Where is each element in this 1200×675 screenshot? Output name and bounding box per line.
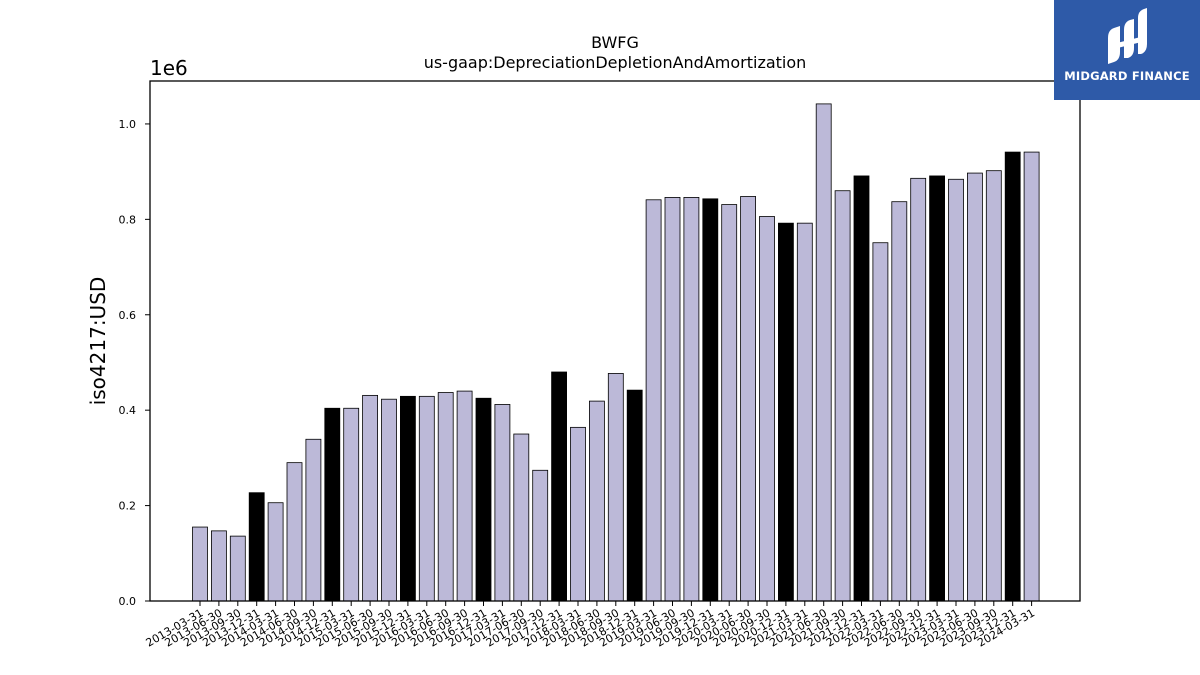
bar-2019-09-30 <box>683 197 700 602</box>
bar-2013-03-31 <box>192 526 208 602</box>
bar-2015-03-31 <box>343 407 360 602</box>
bar-2024-03-31 <box>1023 151 1040 602</box>
bar-2020-03-31 <box>721 204 738 602</box>
bar-2013-12-31 <box>248 492 265 602</box>
bar-2021-03-31 <box>796 222 813 602</box>
bar-2017-06-30 <box>513 433 530 602</box>
bar-2014-03-31 <box>267 502 284 602</box>
bar-2018-12-31 <box>626 389 643 602</box>
bar-2016-09-30 <box>456 390 473 602</box>
bar-2018-09-30 <box>607 373 624 602</box>
bar-2015-09-30 <box>381 398 397 602</box>
y-ticks-group: 0.0 0.2 0.4 0.6 0.8 1.0 <box>119 118 150 608</box>
bars-group <box>192 103 1040 602</box>
bar-2013-09-30 <box>229 535 246 602</box>
bar-2017-09-30 <box>532 469 549 602</box>
chart-subtitle: us-gaap:DepreciationDepletionAndAmortiza… <box>424 53 807 72</box>
plot-frame <box>149 80 1081 602</box>
bar-2023-03-31 <box>948 178 964 602</box>
logo-text: MIDGARD FINANCE <box>1064 69 1190 83</box>
bar-2018-06-30 <box>589 400 605 602</box>
bar-2017-03-31 <box>494 404 511 602</box>
midgard-logo-icon <box>1108 8 1147 64</box>
bar-2020-12-31 <box>778 222 794 602</box>
bar-2022-12-31 <box>929 175 945 602</box>
bar-2019-03-31 <box>645 199 662 602</box>
y-tick-label: 0.8 <box>119 213 137 226</box>
bar-2021-06-30 <box>815 103 832 602</box>
bar-2023-09-30 <box>985 170 1002 602</box>
y-tick-label: 0.0 <box>119 595 137 608</box>
y-tick-label: 0.6 <box>119 309 137 322</box>
bar-2021-09-30 <box>834 190 851 602</box>
y-tick-label: 0.2 <box>119 500 137 513</box>
bar-2022-09-30 <box>910 177 927 602</box>
bar-2014-12-31 <box>324 407 341 602</box>
bar-2022-06-30 <box>891 201 908 602</box>
y-tick-label: 1.0 <box>119 118 137 131</box>
bar-2020-06-30 <box>740 196 756 602</box>
bar-2016-03-31 <box>418 395 435 602</box>
bar-2018-03-31 <box>570 426 586 602</box>
x-ticks-group: 2013-03-312013-06-302013-09-302013-12-31… <box>144 601 1037 650</box>
bar-2014-06-30 <box>286 462 303 602</box>
bar-2013-06-30 <box>210 530 227 602</box>
bar-2023-06-30 <box>967 172 983 602</box>
midgard-finance-logo: MIDGARD FINANCE <box>1054 0 1200 100</box>
bar-2023-12-31 <box>1004 151 1021 602</box>
bar-2021-12-31 <box>853 175 870 602</box>
y-offset-label: 1e6 <box>150 56 188 80</box>
bar-2022-03-31 <box>872 242 889 602</box>
y-axis-label: iso4217:USD <box>86 277 110 406</box>
bar-2015-12-31 <box>399 395 416 602</box>
bar-2016-12-31 <box>475 397 492 602</box>
bar-2014-09-30 <box>305 438 322 602</box>
bar-2020-09-30 <box>759 216 775 602</box>
bar-2019-12-31 <box>702 198 719 602</box>
bar-2017-12-31 <box>551 371 567 602</box>
chart-title: BWFG <box>591 33 639 52</box>
y-tick-label: 0.4 <box>119 404 137 417</box>
bar-2016-06-30 <box>437 392 454 602</box>
bar-2019-06-30 <box>664 197 681 602</box>
bar-2015-06-30 <box>362 394 379 602</box>
